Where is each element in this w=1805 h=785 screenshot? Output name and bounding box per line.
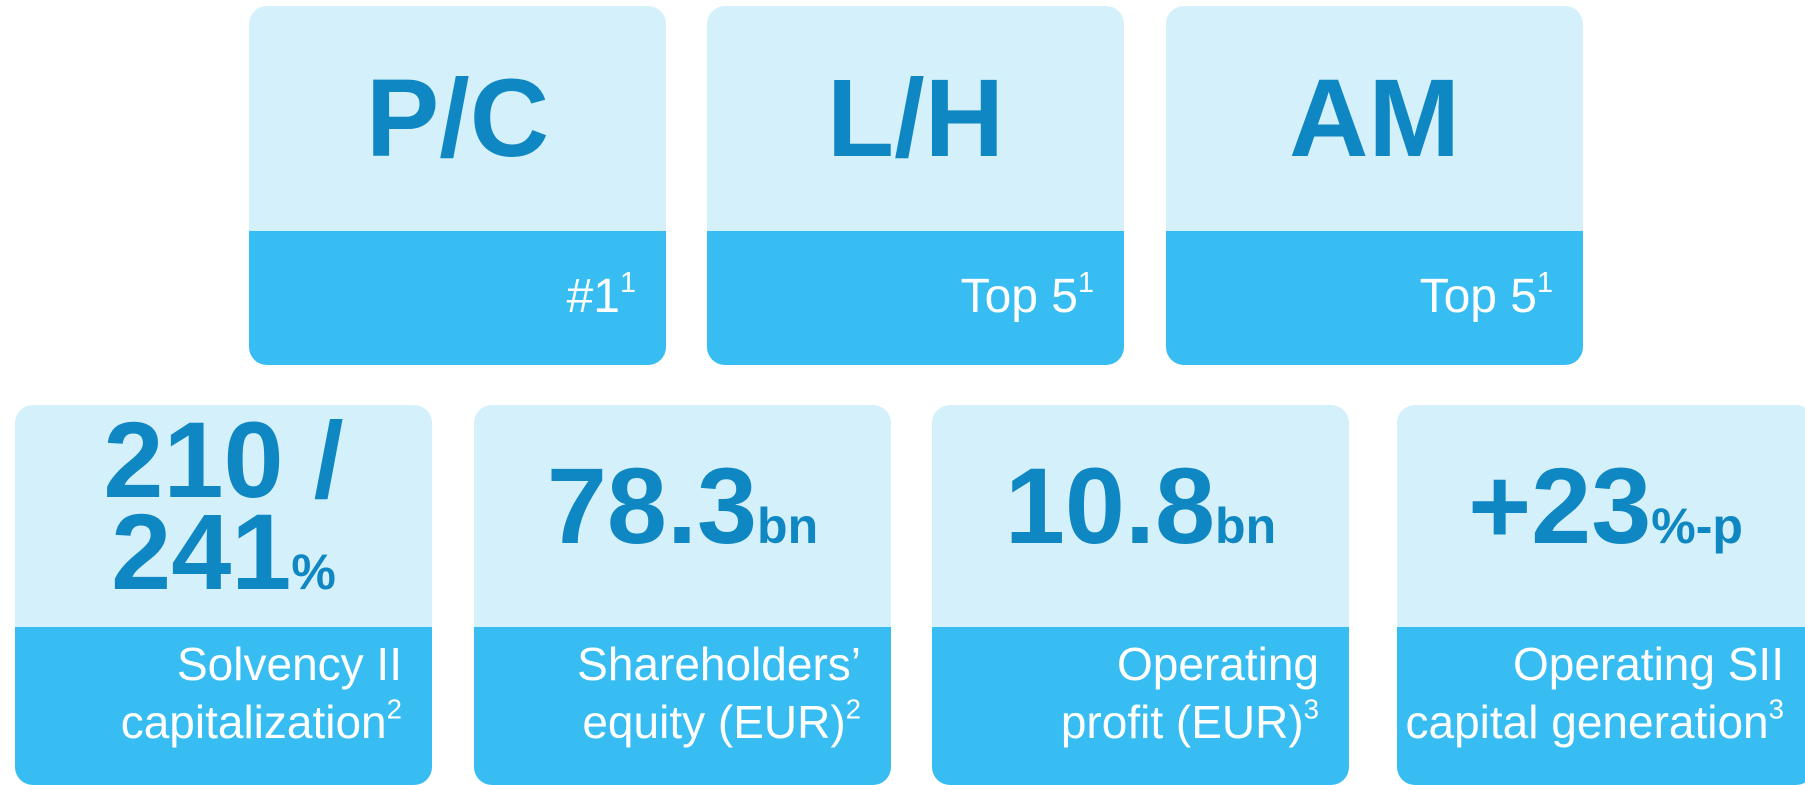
kpi-value: +23: [1468, 445, 1652, 566]
footnote: 2: [386, 693, 402, 725]
tile-title: P/C: [365, 56, 550, 180]
tile-footer: #11: [249, 231, 666, 365]
tile-label: Top 5: [960, 270, 1078, 323]
label-line: capital generation3: [1397, 693, 1784, 751]
kpi-label: profit (EUR): [1060, 696, 1304, 748]
kpi-unit: %-p: [1651, 498, 1743, 554]
tile-footer: Operating SII capital generation3: [1397, 627, 1805, 785]
tile-title: L/H: [826, 56, 1005, 180]
tile-header: AM: [1166, 6, 1583, 231]
tile: 78.3bn Shareholders’ equity (EUR)2: [474, 405, 891, 785]
footnote: 1: [619, 266, 636, 299]
footnote: 3: [1768, 693, 1784, 725]
tile: AM Top 51: [1166, 6, 1583, 365]
value-line: +23%-p: [1468, 452, 1743, 572]
tile-footer: Operating profit (EUR)3: [932, 627, 1349, 785]
label-line: profit (EUR)3: [932, 693, 1319, 751]
footnote: 1: [1077, 266, 1094, 299]
kpi-value: 78.3: [546, 445, 758, 566]
tile-header: P/C: [249, 6, 666, 231]
tile: L/H Top 51: [707, 6, 1124, 365]
tile-header: 78.3bn: [474, 405, 891, 627]
value-line: 78.3bn: [547, 452, 819, 572]
kpi-value: 10.8: [1004, 445, 1216, 566]
label-line: equity (EUR)2: [474, 693, 861, 751]
footnote: 2: [845, 693, 861, 725]
tile-header: 210 /241%: [15, 405, 432, 627]
kpi-unit: %: [291, 544, 336, 600]
value-line: 241%: [111, 498, 336, 618]
footnote: 3: [1303, 693, 1319, 725]
label-line: capitalization2: [15, 693, 402, 751]
value-line: 210 /: [103, 406, 343, 514]
label-line: Solvency II: [15, 635, 402, 693]
kpi-label: Operating: [1116, 638, 1319, 690]
kpi-label: capital generation: [1405, 696, 1769, 748]
tile: 10.8bn Operating profit (EUR)3: [932, 405, 1349, 785]
tile-header: L/H: [707, 6, 1124, 231]
kpi-unit: bn: [757, 498, 819, 554]
tile-footer: Top 51: [1166, 231, 1583, 365]
tile: P/C #11: [249, 6, 666, 365]
label-line: Operating SII: [1397, 635, 1784, 693]
kpi-label: Shareholders’: [577, 638, 861, 690]
kpi-label: capitalization: [120, 696, 387, 748]
kpi-value: 241: [111, 491, 292, 612]
kpi-label: Solvency II: [177, 638, 402, 690]
kpi-label: equity (EUR): [582, 696, 846, 748]
tile-title: AM: [1288, 56, 1461, 180]
tile: 210 /241% Solvency II capitalization2: [15, 405, 432, 785]
tile-label: #1: [566, 270, 620, 323]
tile-footer: Solvency II capitalization2: [15, 627, 432, 785]
value-line: 10.8bn: [1005, 452, 1277, 572]
label-line: Operating: [932, 635, 1319, 693]
label-line: Shareholders’: [474, 635, 861, 693]
kpi-unit: bn: [1215, 498, 1277, 554]
tile-header: +23%-p: [1397, 405, 1805, 627]
footnote: 1: [1536, 266, 1553, 299]
tile-footer: Shareholders’ equity (EUR)2: [474, 627, 891, 785]
tile: +23%-p Operating SII capital generation3: [1397, 405, 1805, 785]
tile-header: 10.8bn: [932, 405, 1349, 627]
tile-footer: Top 51: [707, 231, 1124, 365]
page: (() => { const data = JSON.parse(documen…: [15, 6, 1805, 785]
kpi-label: Operating SII: [1512, 638, 1784, 690]
kpi-value: 210 /: [103, 405, 344, 520]
tile-label: Top 5: [1419, 270, 1537, 323]
